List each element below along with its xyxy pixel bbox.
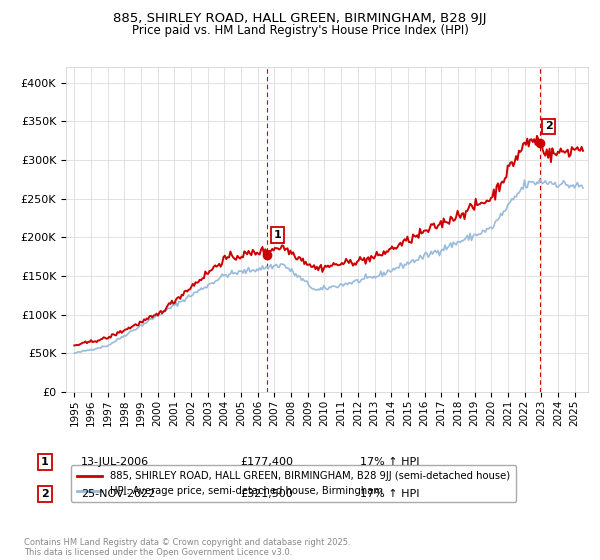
Text: 2: 2 — [545, 122, 553, 132]
Text: £177,400: £177,400 — [240, 457, 293, 467]
Text: 885, SHIRLEY ROAD, HALL GREEN, BIRMINGHAM, B28 9JJ: 885, SHIRLEY ROAD, HALL GREEN, BIRMINGHA… — [113, 12, 487, 25]
Text: 17% ↑ HPI: 17% ↑ HPI — [360, 457, 419, 467]
Text: 25-NOV-2022: 25-NOV-2022 — [81, 489, 155, 499]
Text: 13-JUL-2006: 13-JUL-2006 — [81, 457, 149, 467]
Text: 2: 2 — [41, 489, 49, 499]
Text: 1: 1 — [41, 457, 49, 467]
Text: 1: 1 — [273, 230, 281, 240]
Text: Contains HM Land Registry data © Crown copyright and database right 2025.
This d: Contains HM Land Registry data © Crown c… — [24, 538, 350, 557]
Text: £321,500: £321,500 — [240, 489, 293, 499]
Text: Price paid vs. HM Land Registry's House Price Index (HPI): Price paid vs. HM Land Registry's House … — [131, 24, 469, 36]
Legend: 885, SHIRLEY ROAD, HALL GREEN, BIRMINGHAM, B28 9JJ (semi-detached house), HPI: A: 885, SHIRLEY ROAD, HALL GREEN, BIRMINGHA… — [71, 465, 516, 502]
Text: 17% ↑ HPI: 17% ↑ HPI — [360, 489, 419, 499]
